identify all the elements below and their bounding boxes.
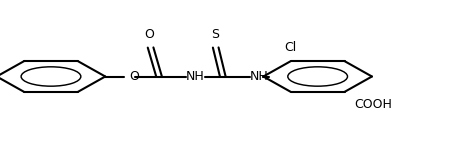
- Text: NH: NH: [249, 70, 268, 83]
- Text: NH: NH: [185, 70, 204, 83]
- Text: S: S: [211, 28, 219, 41]
- Text: Cl: Cl: [285, 41, 296, 54]
- Text: O: O: [145, 28, 154, 41]
- Text: COOH: COOH: [354, 98, 392, 111]
- Text: O: O: [129, 70, 139, 83]
